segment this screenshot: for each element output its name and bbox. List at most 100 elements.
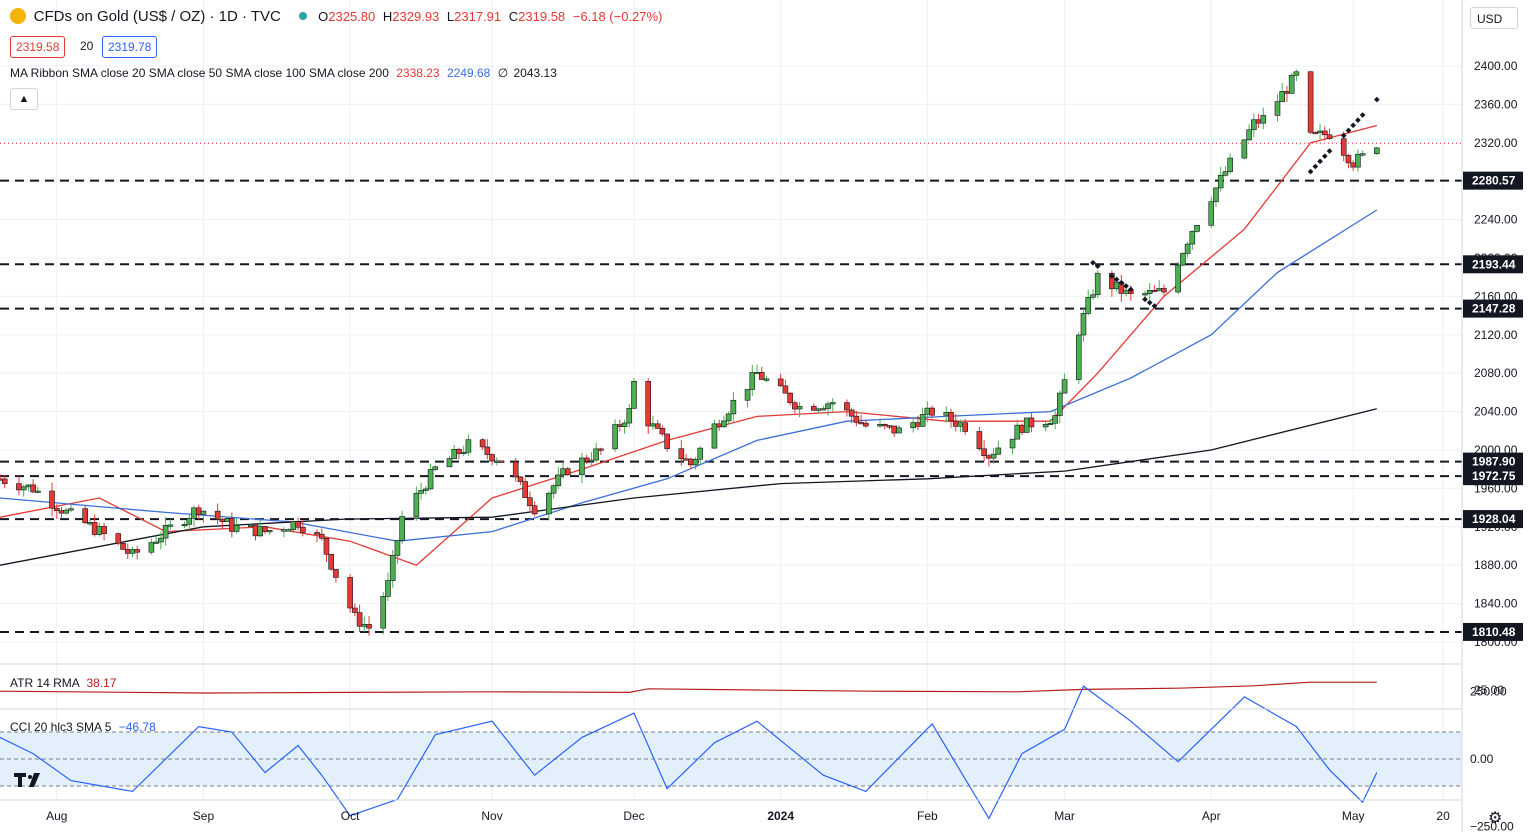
candle-body xyxy=(1052,415,1058,424)
atr-line xyxy=(0,681,1377,694)
candle-body xyxy=(68,508,74,511)
candle-body xyxy=(290,521,297,530)
candle-body xyxy=(915,422,921,427)
time-tick-label: Apr xyxy=(1202,809,1221,823)
candle-body xyxy=(167,524,174,527)
candle-body xyxy=(560,468,566,476)
candle-body xyxy=(186,517,193,525)
level-tag-bg xyxy=(1463,467,1523,486)
candle-body xyxy=(1355,153,1361,168)
psar-dot xyxy=(1350,122,1357,129)
collapse-legend-button[interactable]: ▲ xyxy=(10,88,38,110)
candle-body xyxy=(858,422,864,425)
tradingview-logo[interactable] xyxy=(14,770,46,793)
candle-body xyxy=(848,409,855,417)
level-tag-label: 2147.28 xyxy=(1472,302,1516,316)
candle-body xyxy=(697,447,704,460)
candle-body xyxy=(96,526,103,535)
candle-body xyxy=(877,423,883,427)
candle-body xyxy=(1222,171,1229,176)
candle-body xyxy=(886,425,893,428)
candle-body xyxy=(829,402,836,405)
candle-body xyxy=(49,490,55,509)
ma-ribbon-legend[interactable]: MA Ribbon SMA close 20 SMA close 50 SMA … xyxy=(10,66,557,80)
time-axis: Aug Sep Oct Nov Dec 2024 Feb Mar Apr May 20 xyxy=(46,809,1450,823)
ask-price-box[interactable]: 2319.78 xyxy=(102,36,158,58)
candle-body xyxy=(25,484,32,488)
symbol-title[interactable]: CFDs on Gold (US$ / OZ) · 1D · TVC xyxy=(33,8,281,25)
psar-dot xyxy=(1113,276,1120,283)
level-tag-bg xyxy=(1463,622,1523,641)
candle-body xyxy=(782,385,789,394)
candle-body xyxy=(1194,225,1200,232)
level-tag-label: 2193.44 xyxy=(1472,257,1516,271)
candle-body xyxy=(1279,91,1286,102)
spread-value: 20 xyxy=(80,39,94,53)
ohlc-high: 2329.93 xyxy=(392,9,440,24)
price-tick-label: 2400.00 xyxy=(1474,59,1518,73)
candle-body xyxy=(527,497,533,507)
candle-body xyxy=(1085,297,1092,314)
candle-body xyxy=(844,402,850,411)
candle-body xyxy=(810,406,817,411)
candle-body xyxy=(479,439,486,448)
ma200-line xyxy=(0,408,1377,566)
candle-body xyxy=(35,490,41,493)
cci-tick-label: −250.00 xyxy=(1470,820,1514,832)
candle-body xyxy=(721,420,727,428)
candle-body xyxy=(1189,231,1196,245)
candle-body xyxy=(654,423,661,429)
candle-body xyxy=(318,533,325,539)
legend-row: CFDs on Gold (US$ / OZ) · 1D · TVC O2325… xyxy=(10,8,662,25)
candle-body xyxy=(413,492,420,517)
candle-body xyxy=(820,408,827,411)
candle-body xyxy=(990,453,997,459)
candle-body xyxy=(1047,422,1054,426)
price-tick-label: 2240.00 xyxy=(1474,213,1518,227)
candle-body xyxy=(451,449,458,459)
candle-body xyxy=(512,461,519,478)
psar-dot xyxy=(1090,259,1096,266)
candle-body xyxy=(191,507,197,519)
grid-lines xyxy=(0,0,1462,800)
psar-dot xyxy=(1359,112,1366,118)
settings-gear-icon[interactable]: ⚙ xyxy=(1488,810,1503,827)
candle-body xyxy=(863,422,869,427)
price-tick-label: 1840.00 xyxy=(1474,597,1518,611)
candle-body xyxy=(300,526,306,533)
candle-body xyxy=(1,478,8,484)
candle-body xyxy=(579,457,585,476)
time-tick-label: Sep xyxy=(193,809,215,823)
candle-body xyxy=(948,412,954,422)
level-tag-bg xyxy=(1463,171,1523,190)
atr-legend[interactable]: ATR 14 RMA 38.17 xyxy=(10,676,117,690)
candle-body xyxy=(214,510,221,520)
candle-body xyxy=(195,507,202,515)
candle-body xyxy=(943,412,950,416)
psar-dot xyxy=(1146,299,1153,306)
cci-label: CCI 20 hlc3 SMA 5 xyxy=(10,720,112,734)
candle-body xyxy=(1307,71,1314,133)
bid-price-box[interactable]: 2319.58 xyxy=(10,36,66,58)
cci-legend[interactable]: CCI 20 hlc3 SMA 5 −46.78 xyxy=(10,720,156,734)
candle-body xyxy=(181,523,188,527)
price-tick-label: 2320.00 xyxy=(1474,136,1518,150)
candle-body xyxy=(1284,91,1290,94)
candle-body xyxy=(1288,74,1295,94)
currency-selector[interactable]: USD xyxy=(1470,7,1518,29)
candle-body xyxy=(347,577,353,609)
candle-body xyxy=(465,439,472,453)
candle-body xyxy=(427,469,434,490)
candle-body xyxy=(1251,119,1257,131)
candle-body xyxy=(962,422,969,432)
candle-body xyxy=(564,468,571,476)
candle-body xyxy=(981,448,987,457)
candle-body xyxy=(588,459,595,462)
market-status-dot-icon xyxy=(298,12,307,20)
ma200-value: 2043.13 xyxy=(513,66,557,80)
candle-body xyxy=(896,427,902,434)
candle-body xyxy=(929,407,935,416)
candle-body xyxy=(1184,243,1191,254)
price-tick-label: 2120.00 xyxy=(1474,328,1518,342)
